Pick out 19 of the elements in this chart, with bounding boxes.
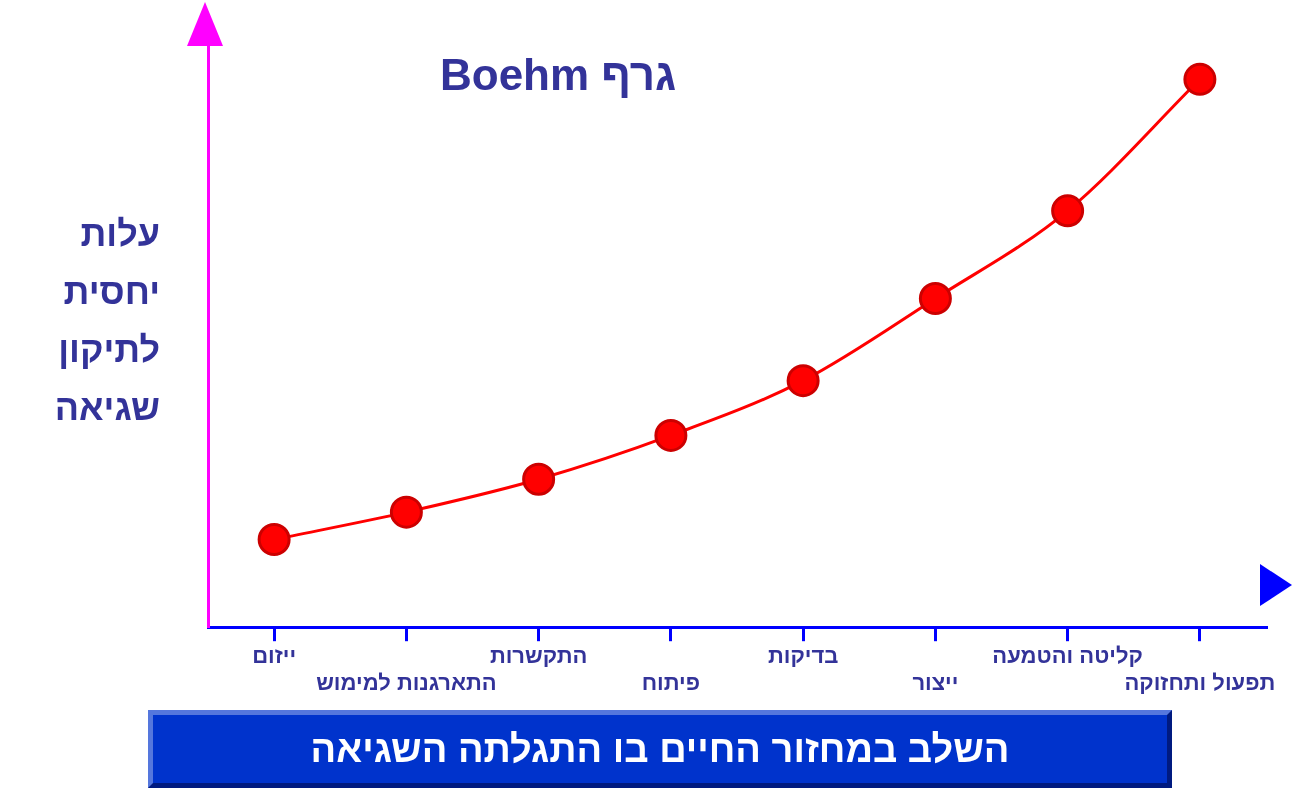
chart-title: גרף Boehm [440,50,677,100]
point [918,281,952,315]
point [786,364,820,398]
x-tick-label: התארגנות למימוש [316,669,497,695]
x-tick-label: ייזום [252,643,297,669]
x-axis-title: השלב במחזור החיים בו התגלתה השגיאה [148,710,1172,788]
x-tick-label: פיתוח [641,669,701,695]
point [654,418,688,452]
point [522,462,556,496]
point [1183,62,1217,96]
x-tick-label: קליטה והטמעה [992,643,1143,669]
x-tick-label: ייצור [912,669,959,695]
y-axis-title: עלות יחסית לתיקון שגיאה [53,212,160,430]
x-tick-label: תפעול ותחזוקה [1124,669,1276,695]
point [389,495,423,529]
x-tick-label: בדיקות [767,643,839,669]
point [257,523,291,557]
point [1051,194,1085,228]
x-tick-label: התקשרות [489,643,588,669]
